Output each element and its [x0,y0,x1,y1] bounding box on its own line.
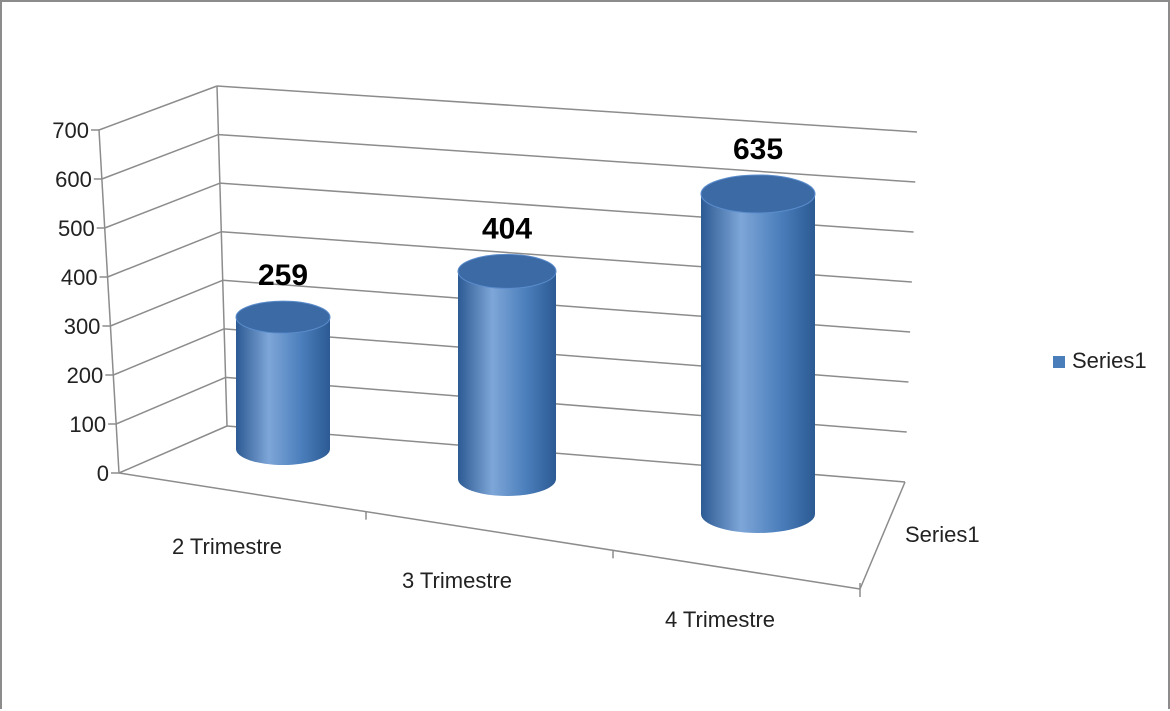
bar-3 [700,174,816,533]
gridline-side [118,425,228,474]
legend-swatch [1053,356,1065,368]
y-tick-label: 100 [69,412,106,437]
bars [235,174,816,533]
bar-2 [457,253,557,496]
gridline-side [107,231,222,278]
gridline-side [104,182,221,229]
gridline-back [218,133,916,183]
y-tick-label: 500 [58,216,95,241]
depth-axis-label: Series1 [905,522,980,547]
data-label: 635 [733,133,783,166]
y-tick-label: 600 [55,167,92,192]
category-label: 4 Trimestre [665,607,775,632]
floor-front-edge [118,472,861,590]
y-tick-label: 200 [67,363,104,388]
back-wall-left-edge [216,85,228,427]
gridline-side [101,133,219,180]
bar-body [701,193,815,533]
data-label: 259 [258,259,308,292]
bar-body [236,317,330,465]
bar-1 [235,300,331,465]
legend-entry-series1: Series1 [1072,348,1147,373]
floor-right-edge [859,481,906,590]
bar-top [700,174,816,214]
gridline-back [216,85,918,133]
y-tick-label: 700 [52,118,89,143]
gridline-side [112,328,225,376]
data-labels: 259 404 635 [258,133,783,292]
y-tick-label: 300 [64,314,101,339]
gridline-side [115,376,226,425]
category-labels: 2 Trimestre 3 Trimestre 4 Trimestre [172,534,775,632]
category-label: 3 Trimestre [402,568,512,593]
gridline-side [110,279,223,327]
y-axis-line [98,129,120,474]
bar-top [457,253,557,289]
y-tick-label: 400 [61,265,98,290]
chart-walls [98,85,906,597]
category-label: 2 Trimestre [172,534,282,559]
data-label: 404 [482,212,532,245]
y-tick-label: 0 [97,461,109,486]
bar-top [235,300,331,334]
bar-body [458,271,556,496]
legend: Series1 [1053,348,1147,373]
y-axis-ticks: 0 100 200 300 400 500 600 700 [52,118,119,486]
gridline-side [98,85,218,131]
